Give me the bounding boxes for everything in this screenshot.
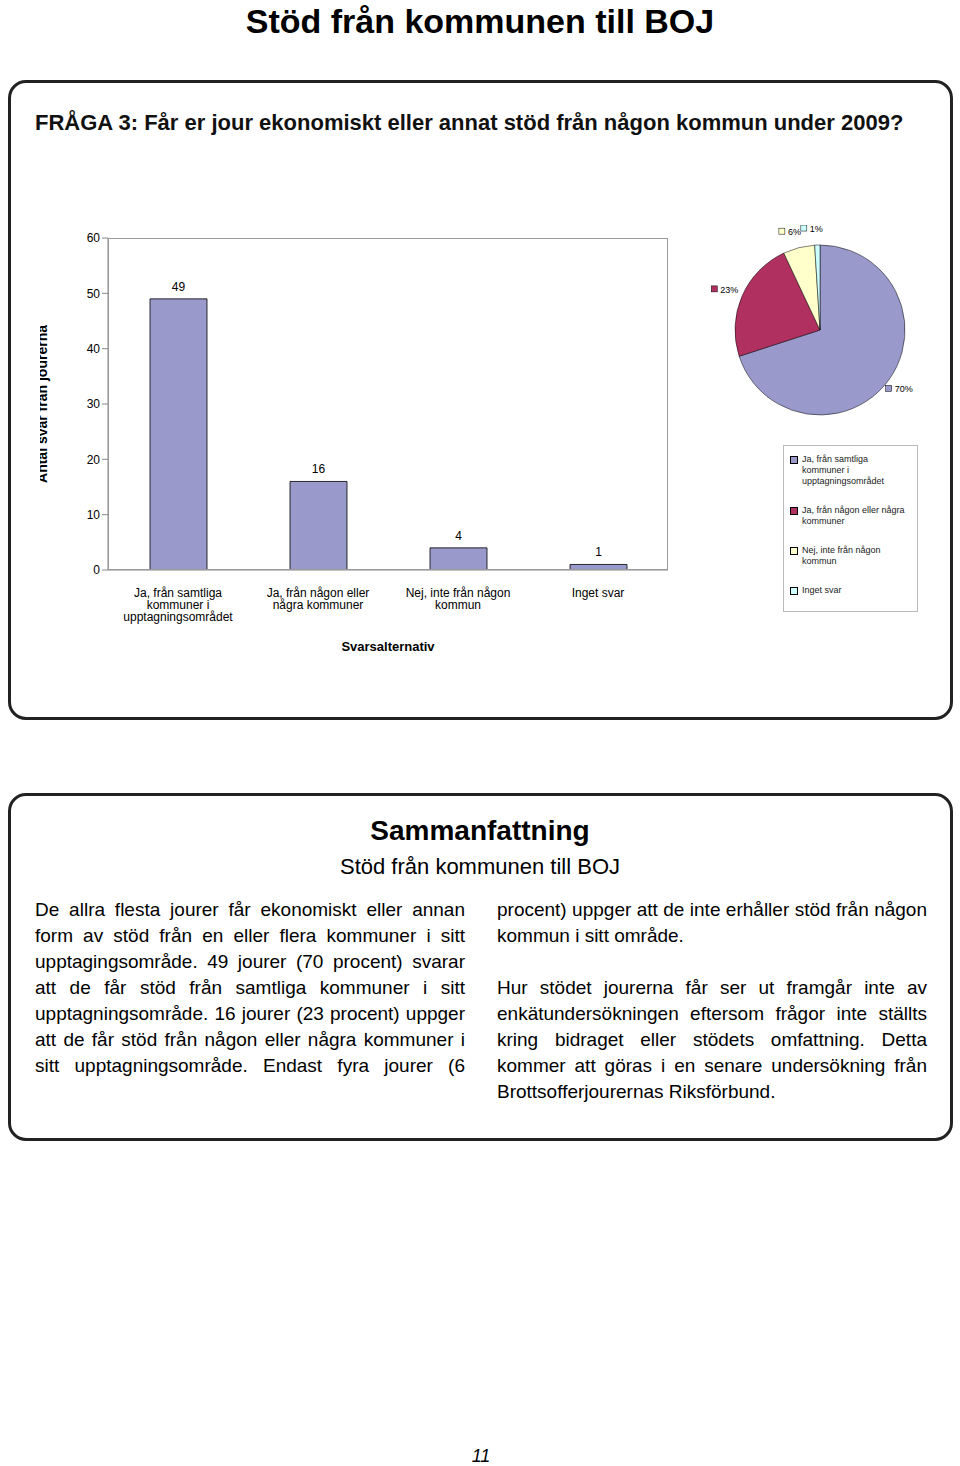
svg-text:6%: 6% bbox=[788, 227, 801, 237]
svg-text:1%: 1% bbox=[810, 225, 823, 234]
svg-text:60: 60 bbox=[87, 231, 101, 245]
svg-text:Ja, från någon ellernågra komm: Ja, från någon ellernågra kommuner bbox=[267, 586, 370, 612]
html-text:11: 11 bbox=[471, 1446, 491, 1466]
svg-text:70%: 70% bbox=[895, 384, 913, 394]
svg-text:Nej, inte från någonkommun: Nej, inte från någonkommun bbox=[406, 586, 511, 612]
svg-text:Antal svar från jourerna: Antal svar från jourerna bbox=[40, 325, 50, 483]
svg-text:23%: 23% bbox=[720, 285, 738, 295]
svg-text:4: 4 bbox=[455, 529, 462, 543]
html-text:FRÅGA 3: Får er jour ekonomisk: FRÅGA 3: Får er jour ekonomiskt eller an… bbox=[35, 110, 904, 135]
html-text:De allra flesta jourer får eko: De allra flesta jourer får ekonomiskt el… bbox=[35, 899, 927, 1076]
html-text:Sammanfattning: Sammanfattning bbox=[370, 815, 590, 846]
svg-text:1: 1 bbox=[595, 545, 602, 559]
html-text:Ja, från någon eller några kom: Ja, från någon eller några kommuner bbox=[802, 505, 905, 526]
html-text:Hur stödet jourerna får ser ut: Hur stödet jourerna får ser ut framgår i… bbox=[497, 977, 927, 1102]
html-text:Stöd från kommunen till BOJ: Stöd från kommunen till BOJ bbox=[245, 2, 715, 40]
svg-text:40: 40 bbox=[87, 342, 101, 356]
svg-text:Inget svar: Inget svar bbox=[572, 586, 625, 600]
svg-text:50: 50 bbox=[87, 287, 101, 301]
svg-text:10: 10 bbox=[87, 508, 101, 522]
html-text:Stöd från kommunen till BOJ: Stöd från kommunen till BOJ bbox=[340, 854, 620, 879]
html-text:Ja, från samtliga kommuner i u: Ja, från samtliga kommuner i upptagnings… bbox=[802, 454, 885, 486]
html-text:Nej, inte från någon kommun: Nej, inte från någon kommun bbox=[802, 545, 881, 566]
svg-text:0: 0 bbox=[93, 563, 100, 577]
svg-text:16: 16 bbox=[312, 462, 326, 476]
svg-text:30: 30 bbox=[87, 397, 101, 411]
svg-text:20: 20 bbox=[87, 453, 101, 467]
html-text:Inget svar: Inget svar bbox=[802, 585, 842, 595]
svg-text:Svarsalternativ: Svarsalternativ bbox=[341, 639, 435, 654]
svg-text:49: 49 bbox=[172, 280, 186, 294]
svg-text:Ja, från samtligakommuner iupp: Ja, från samtligakommuner iupptagningsom… bbox=[123, 586, 233, 624]
